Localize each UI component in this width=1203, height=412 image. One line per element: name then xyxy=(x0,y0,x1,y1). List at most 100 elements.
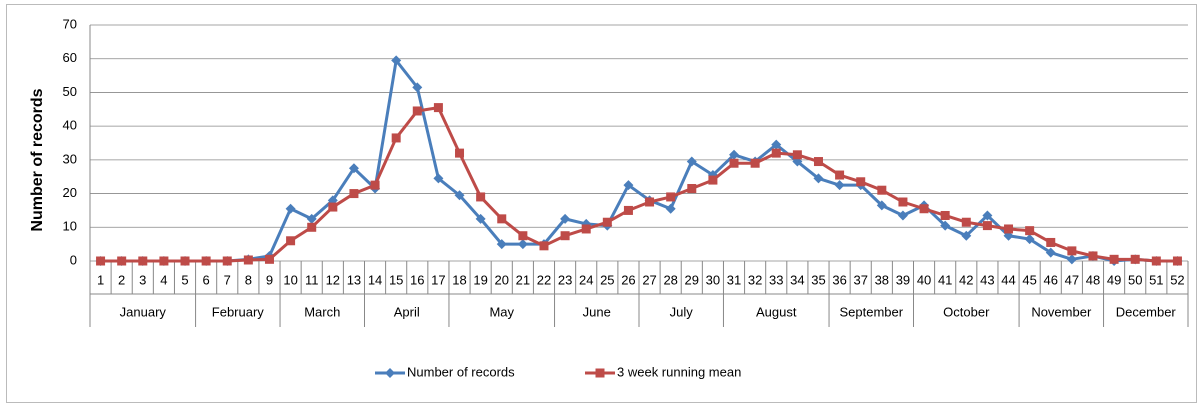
marker xyxy=(1067,246,1077,256)
y-tick-label: 50 xyxy=(63,84,77,99)
marker xyxy=(729,158,739,168)
x-tick-label: 27 xyxy=(642,272,656,287)
marker xyxy=(961,230,972,241)
marker xyxy=(919,204,929,214)
x-tick-label: 37 xyxy=(853,272,867,287)
marker xyxy=(560,213,571,224)
marker xyxy=(180,256,190,266)
marker xyxy=(454,190,465,201)
x-tick-label: 38 xyxy=(875,272,889,287)
x-group-label: October xyxy=(943,304,990,319)
marker xyxy=(1066,254,1077,265)
x-tick-label: 14 xyxy=(368,272,382,287)
marker xyxy=(771,139,782,150)
x-tick-label: 34 xyxy=(790,272,804,287)
x-tick-label: 33 xyxy=(769,272,783,287)
marker xyxy=(835,170,845,180)
x-tick-label: 16 xyxy=(410,272,424,287)
y-tick-label: 60 xyxy=(63,50,77,65)
marker xyxy=(476,192,486,202)
marker xyxy=(243,255,253,265)
x-tick-label: 18 xyxy=(452,272,466,287)
marker xyxy=(307,222,317,232)
x-tick-label: 1 xyxy=(97,272,104,287)
x-tick-label: 30 xyxy=(706,272,720,287)
marker xyxy=(813,173,824,184)
marker xyxy=(475,213,486,224)
marker xyxy=(1109,254,1119,264)
x-tick-label: 50 xyxy=(1128,272,1142,287)
marker xyxy=(750,158,760,168)
marker xyxy=(898,197,908,207)
y-tick-label: 70 xyxy=(63,16,77,31)
x-tick-label: 24 xyxy=(579,272,593,287)
y-axis-label: Number of records xyxy=(29,88,46,231)
x-group-label: May xyxy=(489,304,514,319)
x-tick-label: 11 xyxy=(305,272,319,287)
marker xyxy=(539,241,549,251)
marker xyxy=(96,256,106,266)
y-tick-label: 20 xyxy=(63,185,77,200)
legend-label: Number of records xyxy=(407,364,515,379)
marker xyxy=(940,210,950,220)
marker xyxy=(1130,254,1140,264)
marker xyxy=(117,256,127,266)
marker xyxy=(138,256,148,266)
marker xyxy=(666,192,676,202)
x-group-label: September xyxy=(839,304,903,319)
x-tick-label: 25 xyxy=(600,272,614,287)
marker xyxy=(496,239,507,250)
marker xyxy=(686,156,697,167)
marker xyxy=(813,157,823,167)
marker xyxy=(645,197,655,207)
marker xyxy=(391,133,401,143)
marker xyxy=(518,231,528,241)
marker xyxy=(1088,251,1098,261)
marker xyxy=(877,185,887,195)
marker xyxy=(961,217,971,227)
marker xyxy=(834,180,845,191)
x-tick-label: 44 xyxy=(1001,272,1015,287)
x-group-label: April xyxy=(394,304,420,319)
marker xyxy=(623,205,633,215)
marker xyxy=(708,175,718,185)
x-tick-label: 42 xyxy=(959,272,973,287)
x-tick-label: 4 xyxy=(160,272,167,287)
x-group-label: January xyxy=(120,304,167,319)
marker xyxy=(602,217,612,227)
y-tick-label: 0 xyxy=(70,252,77,267)
x-tick-label: 23 xyxy=(558,272,572,287)
x-tick-label: 8 xyxy=(245,272,252,287)
marker xyxy=(940,220,951,231)
marker xyxy=(560,231,570,241)
marker xyxy=(159,256,169,266)
marker xyxy=(1024,234,1035,245)
marker xyxy=(370,180,380,190)
marker xyxy=(856,177,866,187)
x-tick-label: 40 xyxy=(917,272,931,287)
x-tick-label: 52 xyxy=(1170,272,1184,287)
x-tick-label: 26 xyxy=(621,272,635,287)
marker xyxy=(201,256,211,266)
y-tick-label: 40 xyxy=(63,118,77,133)
x-tick-label: 41 xyxy=(938,272,952,287)
x-tick-label: 47 xyxy=(1065,272,1079,287)
x-tick-label: 43 xyxy=(980,272,994,287)
marker xyxy=(328,202,338,212)
x-group-label: November xyxy=(1031,304,1092,319)
marker xyxy=(1172,256,1182,266)
x-group-label: December xyxy=(1116,304,1177,319)
x-group-label: July xyxy=(670,304,694,319)
x-tick-label: 15 xyxy=(389,272,403,287)
marker xyxy=(517,239,528,250)
marker xyxy=(1046,237,1056,247)
legend-label: 3 week running mean xyxy=(617,364,741,379)
x-tick-label: 3 xyxy=(139,272,146,287)
marker xyxy=(497,214,507,224)
marker xyxy=(412,106,422,116)
x-tick-label: 28 xyxy=(663,272,677,287)
x-tick-label: 45 xyxy=(1022,272,1036,287)
x-tick-label: 2 xyxy=(118,272,125,287)
y-tick-label: 10 xyxy=(63,219,77,234)
